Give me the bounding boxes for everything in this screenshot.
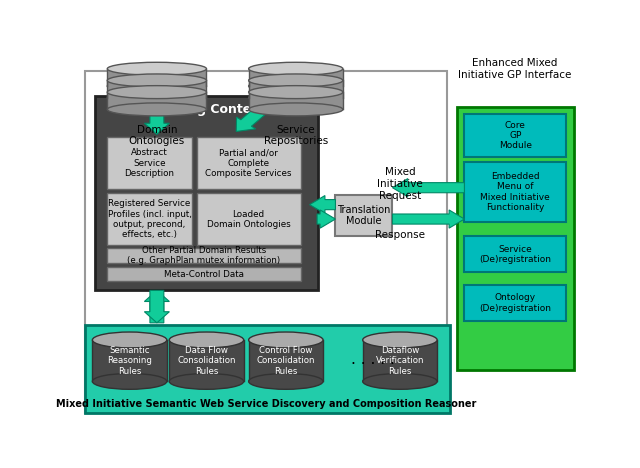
Bar: [248, 340, 323, 381]
Text: Domain
Ontologies: Domain Ontologies: [129, 124, 185, 146]
Bar: [457, 107, 573, 370]
Text: Partial and/or
Complete
Composite Services: Partial and/or Complete Composite Servic…: [205, 148, 292, 178]
Bar: [108, 193, 191, 245]
FancyArrow shape: [317, 210, 335, 228]
Ellipse shape: [92, 373, 167, 389]
Bar: [108, 267, 301, 281]
Bar: [465, 162, 566, 222]
Ellipse shape: [170, 332, 244, 348]
FancyArrow shape: [392, 210, 465, 228]
Text: Loaded
Domain Ontologies: Loaded Domain Ontologies: [207, 210, 291, 229]
Text: Working Context: Working Context: [148, 103, 265, 116]
Bar: [108, 137, 191, 190]
FancyArrow shape: [310, 196, 335, 214]
Text: Abstract
Service
Description: Abstract Service Description: [124, 148, 175, 178]
Bar: [92, 340, 167, 381]
Text: Service
(De)registration: Service (De)registration: [479, 245, 551, 264]
Text: Other Partial Domain Results
(e.g. GraphPlan mutex information): Other Partial Domain Results (e.g. Graph…: [127, 246, 280, 265]
Ellipse shape: [248, 103, 343, 116]
Text: Semantic
Reasoning
Rules: Semantic Reasoning Rules: [107, 346, 152, 375]
FancyArrow shape: [145, 290, 170, 323]
Text: Response: Response: [375, 229, 425, 240]
Bar: [108, 248, 301, 263]
Ellipse shape: [248, 80, 343, 93]
Text: · · · · ·: · · · · ·: [351, 357, 395, 372]
Ellipse shape: [108, 91, 207, 104]
Bar: [363, 340, 437, 381]
Bar: [196, 193, 301, 245]
Text: Registered Service
Profiles (incl. input,
output, precond,
effects, etc.): Registered Service Profiles (incl. input…: [108, 199, 191, 239]
Text: Mixed Initiative Semantic Web Service Discovery and Composition Reasoner: Mixed Initiative Semantic Web Service Di…: [56, 399, 476, 409]
Text: Meta-Control Data: Meta-Control Data: [164, 270, 244, 278]
Ellipse shape: [92, 332, 167, 348]
Text: Ontology
(De)registration: Ontology (De)registration: [479, 293, 551, 313]
Bar: [169, 340, 244, 381]
Ellipse shape: [363, 373, 437, 389]
Bar: [465, 236, 566, 272]
Bar: [85, 71, 447, 413]
Text: Dataflow
Verification
Rules: Dataflow Verification Rules: [376, 346, 424, 375]
Text: Data Flow
Consolidation
Rules: Data Flow Consolidation Rules: [177, 346, 236, 375]
Bar: [108, 69, 207, 86]
Bar: [85, 325, 449, 413]
Bar: [108, 92, 207, 110]
Ellipse shape: [248, 74, 343, 87]
Ellipse shape: [108, 74, 207, 87]
Ellipse shape: [108, 80, 207, 93]
Bar: [465, 114, 566, 157]
Text: Embedded
Menu of
Mixed Initiative
Functionality: Embedded Menu of Mixed Initiative Functi…: [481, 172, 550, 212]
Bar: [248, 80, 343, 98]
FancyArrow shape: [392, 179, 465, 197]
Ellipse shape: [108, 86, 207, 99]
Ellipse shape: [108, 62, 207, 75]
Bar: [95, 96, 318, 290]
FancyArrow shape: [236, 105, 269, 132]
Ellipse shape: [248, 86, 343, 99]
Bar: [108, 80, 207, 98]
Text: Translation
Module: Translation Module: [337, 205, 390, 227]
Ellipse shape: [249, 332, 323, 348]
Ellipse shape: [170, 373, 244, 389]
Bar: [248, 92, 343, 110]
Bar: [335, 195, 392, 236]
Text: Enhanced Mixed
Initiative GP Interface: Enhanced Mixed Initiative GP Interface: [458, 58, 571, 80]
Ellipse shape: [108, 103, 207, 116]
FancyArrow shape: [145, 290, 170, 323]
Ellipse shape: [248, 91, 343, 104]
Ellipse shape: [363, 332, 437, 348]
Ellipse shape: [249, 373, 323, 389]
Text: Core
GP
Module: Core GP Module: [499, 121, 532, 150]
FancyArrow shape: [145, 112, 170, 134]
Bar: [196, 137, 301, 190]
Ellipse shape: [248, 62, 343, 75]
Text: Control Flow
Consolidation
Rules: Control Flow Consolidation Rules: [257, 346, 315, 375]
Bar: [248, 69, 343, 86]
Text: Service
Repositories: Service Repositories: [264, 124, 328, 146]
Text: Mixed
Initiative
Request: Mixed Initiative Request: [377, 168, 423, 201]
Bar: [465, 285, 566, 321]
